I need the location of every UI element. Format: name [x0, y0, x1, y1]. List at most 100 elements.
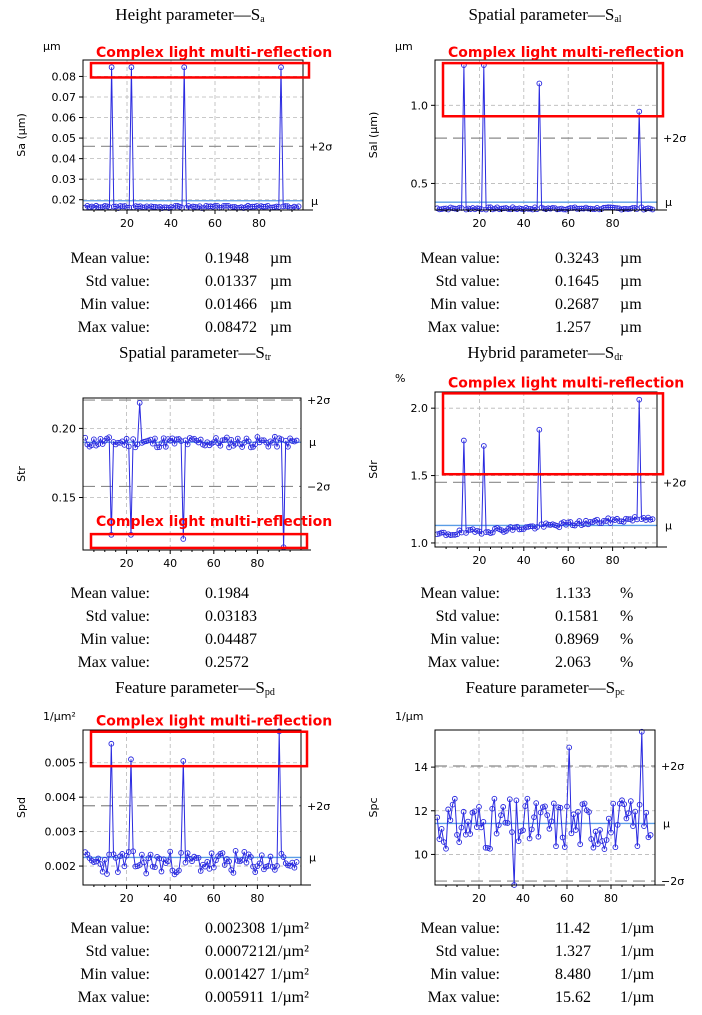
- stat-row: Mean value: 0.1984: [0, 585, 345, 607]
- data-point: [91, 436, 97, 443]
- y-tick-label: 0.07: [52, 91, 77, 104]
- x-tick-label: 20: [472, 892, 486, 905]
- stat-row: Mean value: 0.1948 µm: [0, 250, 345, 272]
- data-point: [293, 437, 300, 444]
- stat-unit: %: [620, 608, 634, 625]
- data-point: [176, 867, 182, 874]
- data-point: [561, 844, 568, 850]
- stat-value: 0.1948: [205, 250, 249, 267]
- data-point: [158, 440, 165, 447]
- data-point: [291, 864, 298, 871]
- data-point: [280, 854, 287, 860]
- data-point: [522, 803, 529, 809]
- data-point: [649, 206, 656, 213]
- data-point: [590, 844, 597, 851]
- data-point: [603, 837, 610, 843]
- data-point: [213, 435, 219, 441]
- lower-2sigma-label: −2σ: [307, 480, 330, 493]
- stat-value: 0.1645: [555, 273, 599, 290]
- data-point: [219, 850, 226, 856]
- stat-value: 0.08472: [205, 319, 257, 336]
- data-point: [487, 845, 493, 852]
- data-point: [461, 437, 467, 444]
- data-point: [506, 796, 513, 803]
- data-point: [498, 812, 504, 819]
- stat-value: 1.327: [555, 943, 591, 960]
- data-point: [526, 835, 533, 842]
- y-tick-label: 12: [414, 805, 428, 818]
- x-tick-label: 60: [561, 217, 575, 230]
- x-tick-label: 20: [120, 217, 134, 230]
- data-point: [136, 399, 143, 406]
- stat-row: Mean value: 11.42 1/µm: [350, 920, 702, 942]
- stat-label: Max value:: [427, 319, 500, 336]
- x-tick-label: 60: [207, 557, 221, 570]
- stat-row: Min value: 0.8969%: [350, 631, 702, 653]
- data-point: [630, 823, 636, 829]
- data-point: [273, 203, 280, 210]
- data-point: [643, 809, 650, 816]
- stat-label: Mean value:: [420, 920, 500, 937]
- data-point: [143, 870, 150, 877]
- data-point: [509, 829, 515, 835]
- stat-value: 1.257: [555, 319, 591, 336]
- stat-unit: µm: [620, 319, 642, 336]
- stat-value: 0.1581: [555, 608, 599, 625]
- y-tick-label: 0.003: [45, 826, 77, 839]
- x-tick-label: 80: [250, 892, 264, 905]
- data-point: [513, 797, 520, 804]
- stat-row: Max value: 0.005911 1/µm²: [0, 989, 345, 1011]
- stat-row: Std value: 0.01337 µm: [0, 273, 345, 295]
- stat-label: Std value:: [85, 273, 150, 290]
- mean-label: µ: [311, 195, 318, 208]
- plot-frame: [82, 59, 304, 211]
- stat-unit: %: [620, 654, 634, 671]
- y-tick-label: 0.005: [45, 757, 77, 770]
- data-point: [130, 848, 136, 855]
- y-tick-label: 10: [414, 848, 428, 861]
- data-point: [197, 436, 204, 443]
- data-point: [226, 858, 232, 865]
- data-point: [180, 758, 187, 764]
- data-point: [480, 443, 487, 449]
- data-point: [471, 808, 478, 815]
- y-tick-label: 0.08: [52, 70, 77, 83]
- x-tick-label: 60: [208, 217, 222, 230]
- data-point: [577, 841, 584, 848]
- stat-unit: %: [620, 585, 634, 602]
- data-point: [184, 850, 191, 856]
- data-point: [228, 436, 235, 443]
- data-point: [95, 855, 102, 862]
- data-point: [128, 756, 134, 763]
- stat-unit: 1/µm²: [270, 943, 309, 960]
- data-point: [115, 869, 121, 875]
- x-tick-label: 60: [561, 554, 575, 567]
- stat-value: 2.063: [555, 654, 591, 671]
- data-point: [195, 855, 202, 861]
- data-point: [465, 818, 471, 825]
- data-point: [141, 859, 147, 866]
- data-point: [550, 800, 557, 807]
- mean-label: µ: [309, 436, 316, 449]
- data-point: [123, 435, 130, 442]
- data-point: [136, 862, 143, 868]
- stat-row: Mean value: 0.002308 1/µm²: [0, 920, 345, 942]
- data-point: [162, 443, 169, 450]
- data-point: [480, 819, 487, 825]
- series-line: [437, 399, 653, 536]
- data-point: [139, 851, 145, 858]
- data-point: [564, 803, 570, 810]
- data-point: [234, 435, 241, 442]
- data-point: [600, 518, 607, 524]
- stat-label: Min value:: [430, 296, 500, 313]
- data-point: [436, 836, 443, 843]
- y-axis-label: Str: [15, 466, 28, 482]
- stat-label: Mean value:: [70, 585, 150, 602]
- data-point: [256, 860, 263, 867]
- data-point: [570, 811, 577, 818]
- stat-unit: 1/µm²: [270, 989, 309, 1006]
- x-tick-label: 20: [472, 554, 486, 567]
- stat-unit: µm: [270, 319, 292, 336]
- data-point: [491, 795, 498, 802]
- data-point: [438, 529, 445, 536]
